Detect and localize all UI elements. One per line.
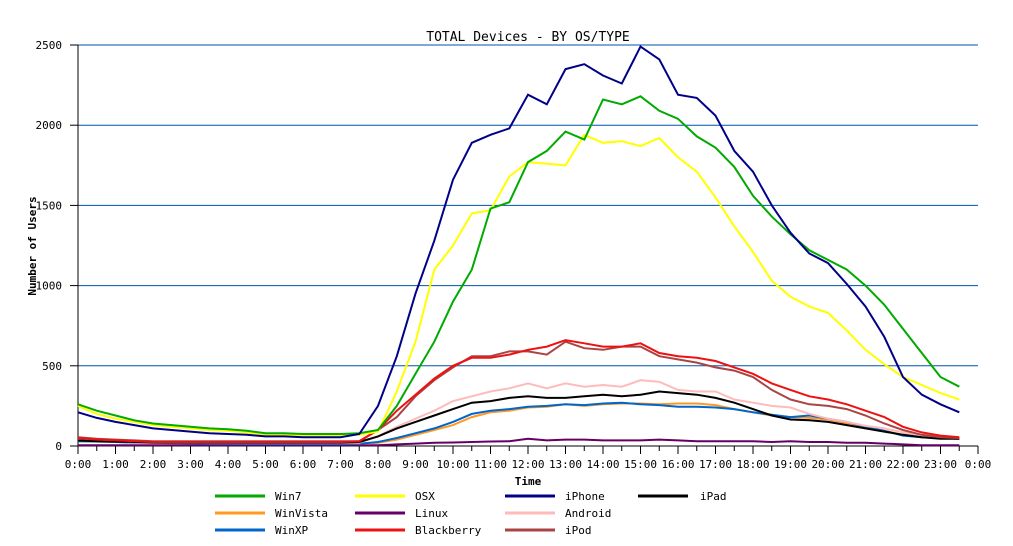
series-line-win7 (77, 95, 960, 435)
series-line-blackberry (77, 339, 960, 443)
x-tick-label: 17:00 (699, 458, 732, 471)
x-tick-label: 1:00 (102, 458, 129, 471)
legend-label: Blackberry (415, 524, 482, 537)
legend-label: iPod (565, 524, 592, 537)
legend-label: Android (565, 507, 611, 520)
x-tick-label: 6:00 (290, 458, 317, 471)
legend-item-ipod: iPod (505, 524, 592, 537)
legend-label: iPad (700, 490, 727, 503)
x-tick-label: 2:00 (140, 458, 167, 471)
series-line-iphone (77, 45, 960, 439)
series-line-winxp (77, 401, 960, 445)
legend-item-iphone: iPhone (505, 490, 605, 503)
legend-item-winxp: WinXP (215, 524, 308, 537)
y-tick-label: 2000 (36, 119, 63, 132)
legend: Win7 WinVista WinXP OSX Linux Blackberry iPhon… (215, 490, 727, 537)
y-tick-label: 1500 (36, 199, 63, 212)
x-tick-label: 23:00 (924, 458, 957, 471)
series-line-osx (77, 133, 960, 437)
x-axis-ticks: 0:00 1:00 2:00 3:00 4:00 5:00 6:00 7:00 8:00 9:00… (65, 446, 992, 471)
y-tick-label: 500 (42, 360, 62, 373)
x-tick-label: 19:00 (774, 458, 807, 471)
legend-item-osx: OSX (355, 490, 435, 503)
y-tick-label: 2500 (36, 39, 63, 52)
legend-label: Linux (415, 507, 448, 520)
x-tick-label: 12:00 (511, 458, 544, 471)
x-tick-label: 18:00 (736, 458, 769, 471)
x-tick-label: 16:00 (661, 458, 694, 471)
series-line-ipod (77, 340, 960, 443)
x-tick-label: 0:00 (965, 458, 992, 471)
legend-label: OSX (415, 490, 435, 503)
x-tick-label: 14:00 (586, 458, 619, 471)
legend-item-win7: Win7 (215, 490, 302, 503)
x-tick-label: 3:00 (177, 458, 204, 471)
axes (70, 45, 978, 447)
legend-label: iPhone (565, 490, 605, 503)
chart-title: TOTAL Devices - BY OS/TYPE (426, 30, 630, 45)
x-tick-label: 13:00 (549, 458, 582, 471)
legend-item-winvista: WinVista (215, 507, 328, 520)
x-tick-label: 21:00 (849, 458, 882, 471)
x-tick-label: 22:00 (886, 458, 919, 471)
legend-item-linux: Linux (355, 507, 448, 520)
x-tick-label: 9:00 (402, 458, 429, 471)
y-axis-ticks: 0 500 1000 1500 2000 2500 (36, 39, 78, 453)
y-tick-label: 0 (55, 440, 62, 453)
legend-label: WinXP (275, 524, 308, 537)
x-tick-label: 11:00 (474, 458, 507, 471)
y-tick-label: 1000 (36, 280, 63, 293)
legend-item-android: Android (505, 507, 611, 520)
legend-label: Win7 (275, 490, 302, 503)
x-tick-label: 20:00 (811, 458, 844, 471)
x-tick-label: 4:00 (215, 458, 242, 471)
x-tick-label: 5:00 (252, 458, 279, 471)
series-lines (77, 45, 960, 447)
legend-label: WinVista (275, 507, 328, 520)
series-line-linux (78, 437, 960, 447)
legend-item-ipad: iPad (638, 490, 727, 503)
x-tick-label: 8:00 (365, 458, 392, 471)
legend-item-blackberry: Blackberry (355, 524, 482, 537)
y-axis-title: Number of Users (26, 196, 39, 295)
x-axis-title: Time (515, 475, 542, 488)
x-tick-label: 7:00 (327, 458, 354, 471)
x-tick-label: 10:00 (436, 458, 469, 471)
series-line-winvista (77, 402, 960, 445)
gridlines (78, 44, 978, 367)
x-tick-label: 0:00 (65, 458, 92, 471)
x-tick-label: 15:00 (624, 458, 657, 471)
